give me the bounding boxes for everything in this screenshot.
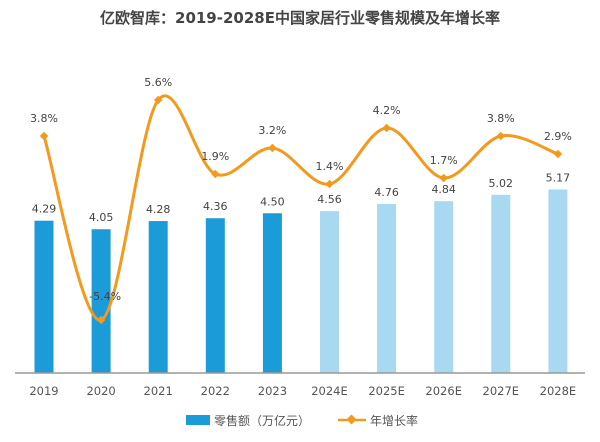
bar-2026E xyxy=(434,201,454,373)
bar-label-2026E: 4.84 xyxy=(431,183,456,196)
line-point-2027E xyxy=(496,131,506,141)
x-tick-2019: 2019 xyxy=(29,384,58,398)
bar-label-2023: 4.50 xyxy=(260,195,285,208)
x-tick-2026E: 2026E xyxy=(425,384,462,398)
bar-2025E xyxy=(377,204,397,373)
line-label-2025E: 4.2% xyxy=(373,104,401,117)
bar-2024E xyxy=(320,211,339,373)
bar-2019 xyxy=(34,220,54,373)
line-point-2020 xyxy=(96,315,106,325)
line-label-2022: 1.9% xyxy=(201,150,229,163)
bar-2022 xyxy=(205,218,225,373)
x-tick-2027E: 2027E xyxy=(483,384,520,398)
legend-label-bar: 零售额（万亿元） xyxy=(214,413,310,428)
line-point-2022 xyxy=(211,169,220,179)
legend-marker-line xyxy=(346,414,357,425)
growth-rate-line xyxy=(42,94,559,322)
x-tick-2022: 2022 xyxy=(201,384,230,398)
line-label-2019: 3.8% xyxy=(30,112,58,125)
line-label-2027E: 3.8% xyxy=(487,112,515,125)
line-point-2026E xyxy=(439,173,448,183)
legend-label-line: 年增长率 xyxy=(370,413,418,428)
line-label-2023: 3.2% xyxy=(258,124,286,137)
x-tick-2024E: 2024E xyxy=(311,384,348,398)
bar-2027E xyxy=(491,194,511,373)
x-tick-2028E: 2028E xyxy=(540,384,577,398)
line-point-2021 xyxy=(153,95,163,105)
x-tick-2025E: 2025E xyxy=(368,384,405,398)
x-tick-2021: 2021 xyxy=(144,384,173,398)
bar-label-2022: 4.36 xyxy=(203,200,228,213)
line-label-2024E: 1.4% xyxy=(316,160,344,173)
bar-label-2019: 4.29 xyxy=(32,203,57,216)
x-tick-2023: 2023 xyxy=(258,384,287,398)
chart-title: 亿欧智库：2019-2028E中国家居行业零售规模及年增长率 xyxy=(100,9,500,27)
bar-label-2024E: 4.56 xyxy=(317,193,342,206)
bar-label-2025E: 4.76 xyxy=(374,186,399,199)
legend-swatch-bar xyxy=(186,415,210,425)
line-label-2020: -5.4% xyxy=(89,290,121,303)
bar-label-2020: 4.05 xyxy=(89,211,114,224)
line-label-2021: 5.6% xyxy=(144,76,172,89)
line-point-2023 xyxy=(268,143,277,153)
line-point-2024E xyxy=(325,179,334,189)
bar-label-2021: 4.28 xyxy=(146,203,171,216)
x-tick-2020: 2020 xyxy=(86,384,115,398)
line-point-2028E xyxy=(553,149,563,159)
legend: 零售额（万亿元） 年增长率 xyxy=(186,413,418,428)
line-label-2028E: 2.9% xyxy=(544,130,572,143)
bar-2028E xyxy=(548,189,568,373)
line-label-2026E: 1.7% xyxy=(430,154,458,167)
line-point-2019 xyxy=(39,131,49,141)
bar-label-2028E: 5.17 xyxy=(546,171,571,184)
bar-2021 xyxy=(148,221,168,373)
bar-2023 xyxy=(262,213,282,373)
line-point-2025E xyxy=(382,123,391,133)
bar-2020 xyxy=(91,229,111,373)
bar-label-2027E: 5.02 xyxy=(489,177,514,190)
